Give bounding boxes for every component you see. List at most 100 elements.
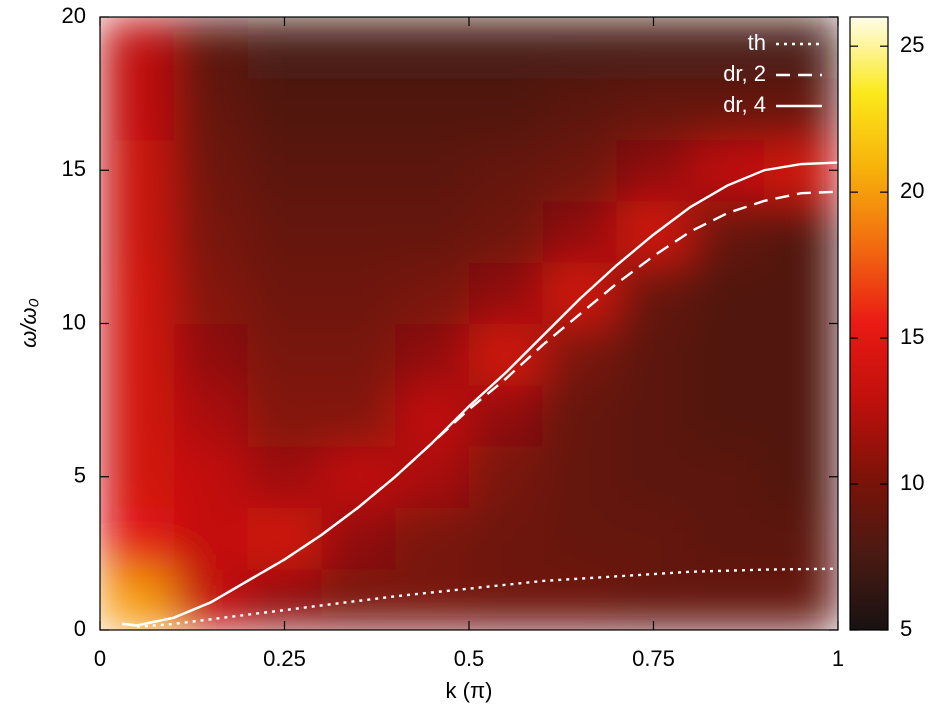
series-line — [122, 161, 838, 627]
heat-cell — [173, 384, 249, 447]
legend-label: dr, 4 — [723, 92, 766, 117]
heat-cell — [100, 262, 175, 324]
heat-cell — [100, 568, 175, 630]
heat-cell — [764, 568, 838, 630]
heat-cell — [100, 78, 175, 141]
heat-cell — [395, 446, 470, 508]
heat-cell — [321, 78, 396, 141]
heat-cell — [616, 139, 691, 202]
heat-cell — [247, 78, 322, 141]
heat-cell — [690, 200, 765, 263]
heat-cell — [395, 323, 470, 386]
heat-cell — [173, 17, 249, 79]
x-tick-label: 0 — [94, 646, 106, 671]
heat-cell — [321, 200, 396, 263]
heat-cell — [690, 507, 765, 570]
heat-cell — [395, 507, 470, 570]
x-tick-label: 1 — [832, 646, 844, 671]
x-tick-label: 0.5 — [454, 646, 485, 671]
heat-cell — [395, 384, 470, 447]
heat-cell — [247, 323, 322, 386]
heat-cell — [321, 568, 396, 630]
heat-cell — [764, 384, 838, 447]
heat-cell — [542, 323, 618, 386]
heat-cell — [616, 262, 691, 324]
heat-cell — [764, 262, 838, 324]
heat-cell — [690, 568, 765, 630]
heat-cell — [395, 139, 470, 202]
heat-cell — [542, 139, 618, 202]
colorbar-tick-label: 15 — [900, 324, 924, 349]
y-tick-label: 10 — [62, 309, 86, 334]
heat-cell — [764, 507, 838, 570]
heat-cell — [469, 139, 544, 202]
heatmap — [100, 17, 838, 630]
heat-cell — [321, 384, 396, 447]
heat-cell — [173, 568, 249, 630]
heat-cell — [247, 384, 322, 447]
heat-cell — [469, 446, 544, 508]
heat-cell — [764, 78, 838, 141]
heat-cell — [469, 384, 544, 447]
heat-cell — [690, 78, 765, 141]
x-tick-label: 0.25 — [263, 646, 306, 671]
heat-cell — [542, 78, 618, 141]
heat-cell — [616, 323, 691, 386]
heat-cell — [395, 17, 470, 79]
heat-cell — [247, 262, 322, 324]
heat-cell — [616, 507, 691, 570]
heat-cell — [616, 384, 691, 447]
colorbar-tick-label: 20 — [900, 178, 924, 203]
heat-cell — [690, 384, 765, 447]
heat-cell — [690, 139, 765, 202]
heat-cell — [173, 262, 249, 324]
heat-cell — [247, 17, 322, 79]
heat-cell — [469, 17, 544, 79]
x-axis-label: k (π) — [446, 678, 493, 703]
heat-cell — [173, 78, 249, 141]
colorbar — [849, 16, 889, 631]
heat-cell — [469, 78, 544, 141]
heat-cell — [173, 446, 249, 508]
heat-cell — [469, 568, 544, 630]
heat-cell — [247, 446, 322, 508]
heat-cell — [690, 323, 765, 386]
heat-cell — [469, 507, 544, 570]
heat-cell — [690, 17, 765, 79]
heat-cell — [616, 17, 691, 79]
heat-cell — [542, 568, 618, 630]
y-tick-label: 15 — [62, 156, 86, 181]
colorbar-tick-label: 25 — [900, 32, 924, 57]
y-tick-label: 0 — [74, 616, 86, 641]
heat-cell — [616, 200, 691, 263]
heat-cell — [616, 446, 691, 508]
heat-cell — [100, 139, 175, 202]
heat-cell — [395, 78, 470, 141]
heat-cell — [247, 568, 322, 630]
colorbar-tick-label: 10 — [900, 470, 924, 495]
heat-cell — [542, 17, 618, 79]
heat-cell — [247, 200, 322, 263]
heat-cell — [469, 200, 544, 263]
heat-cell — [100, 323, 175, 386]
heat-cell — [764, 446, 838, 508]
heat-cell — [321, 507, 396, 570]
y-axis-label: ω/ω₀ — [16, 298, 41, 348]
heat-cell — [542, 507, 618, 570]
legend-label: dr, 2 — [723, 61, 766, 86]
colorbar-tick-label: 5 — [900, 616, 912, 641]
heat-cell — [542, 200, 618, 263]
heat-cell — [100, 507, 175, 570]
heat-cell — [321, 446, 396, 508]
x-tick-label: 0.75 — [632, 646, 675, 671]
y-tick-label: 5 — [74, 463, 86, 488]
heat-cell — [100, 384, 175, 447]
heat-cell — [173, 200, 249, 263]
heat-cell — [321, 262, 396, 324]
heat-cell — [395, 262, 470, 324]
heat-cell — [542, 446, 618, 508]
y-tick-label: 20 — [62, 3, 86, 28]
heat-cell — [469, 262, 544, 324]
legend-label: th — [748, 30, 766, 55]
